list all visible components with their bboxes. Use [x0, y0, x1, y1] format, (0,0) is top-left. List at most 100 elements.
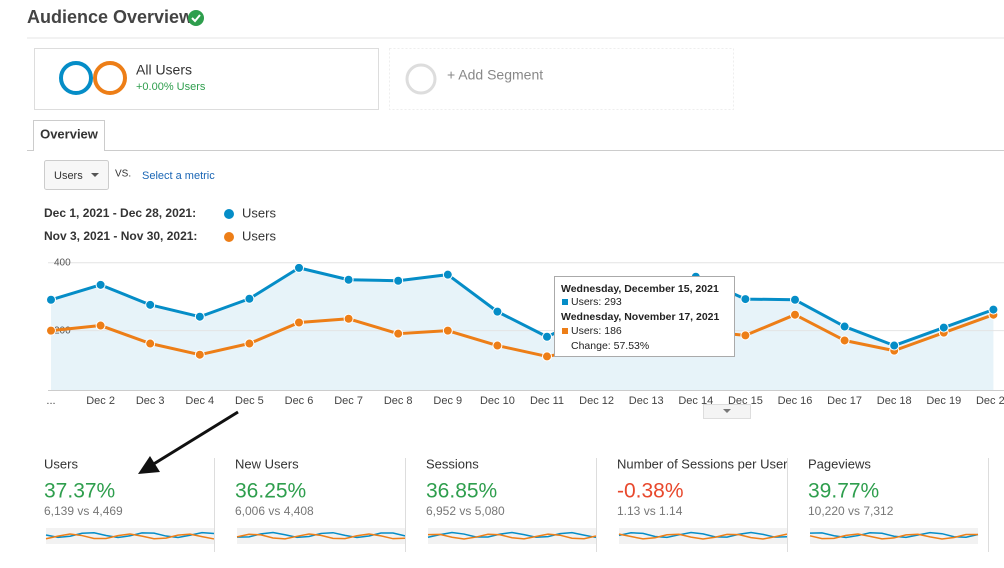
- tooltip-line: Users: 293: [571, 296, 622, 308]
- data-point: [46, 325, 56, 336]
- sparkline: [236, 531, 406, 539]
- metric-comparison: 10,220 vs 7,312: [808, 504, 894, 518]
- tab-label[interactable]: Overview: [40, 126, 99, 141]
- legend-label: Users: [242, 228, 276, 243]
- data-point: [542, 351, 552, 362]
- data-point: [46, 294, 56, 305]
- tooltip-line: Users: 186: [571, 325, 622, 337]
- chart: Dec 1, 2021 - Dec 28, 2021: Users Nov 3, 2…: [44, 205, 1004, 407]
- x-tick-label: Dec 7: [334, 395, 363, 407]
- handle-caret: [723, 409, 731, 413]
- annotation-arrow-head: [138, 456, 160, 474]
- data-point: [393, 328, 404, 339]
- series-line: [50, 266, 994, 348]
- data-point: [343, 274, 354, 285]
- series-line: [50, 313, 994, 358]
- metric-comparison: 1.13 vs 1.14: [617, 504, 683, 518]
- sparkline: [618, 531, 788, 539]
- y-tick-label: 400: [54, 257, 71, 268]
- data-point: [244, 293, 255, 304]
- data-point: [839, 321, 850, 332]
- tooltip-swatch: [562, 299, 568, 305]
- metric-label: Pageviews: [808, 456, 871, 471]
- segment-card[interactable]: [34, 48, 379, 110]
- data-point: [95, 320, 106, 331]
- select-metric-link[interactable]: Select a metric: [142, 170, 215, 182]
- tooltip-line: Change: 57.53%: [571, 340, 649, 352]
- segment-icon: [93, 61, 127, 95]
- data-point: [442, 325, 453, 336]
- x-tick-label: ...: [46, 395, 55, 407]
- metric-dropdown[interactable]: [44, 160, 109, 190]
- x-tick-label: Dec 4: [185, 395, 214, 407]
- sparkline: [809, 531, 979, 539]
- data-point: [988, 304, 999, 315]
- data-point: [442, 269, 453, 280]
- metric-label: Number of Sessions per User: [617, 456, 788, 471]
- tab-cover: [34, 149, 104, 152]
- add-segment-card[interactable]: [389, 48, 734, 110]
- x-tick-label: Dec 17: [827, 395, 862, 407]
- legend-dot: [224, 209, 234, 219]
- data-point: [839, 335, 850, 346]
- x-tick-label: Dec 16: [778, 395, 813, 407]
- data-point: [294, 317, 304, 328]
- data-point: [790, 294, 800, 305]
- tooltip-box: [554, 276, 735, 357]
- data-point: [790, 309, 800, 320]
- verified-check: [191, 14, 201, 23]
- x-tick-label: Dec 3: [136, 395, 165, 407]
- sparkline-bg: [428, 528, 596, 544]
- legend-dot: [224, 232, 234, 242]
- segment-icon: [59, 61, 93, 95]
- x-tick-label: Dec 13: [629, 395, 664, 407]
- metric-change: 39.77%: [808, 480, 879, 503]
- data-point: [145, 338, 156, 349]
- legend-period: Nov 3, 2021 - Nov 30, 2021:: [44, 229, 197, 243]
- x-tick-label: Dec 6: [285, 395, 314, 407]
- tab[interactable]: [33, 120, 105, 152]
- x-tick-label: Dec 15: [728, 395, 763, 407]
- data-point: [740, 294, 751, 305]
- segment-name: All Users: [136, 62, 192, 78]
- vs-label: VS.: [115, 169, 131, 180]
- metric-change: 37.37%: [44, 480, 115, 503]
- metric-label: Users: [44, 456, 78, 471]
- area-fill: [51, 267, 994, 390]
- annotation-arrow: [151, 410, 239, 467]
- metric-label: Sessions: [426, 456, 479, 471]
- data-point: [95, 279, 106, 290]
- x-tick-label: Dec 18: [877, 395, 912, 407]
- x-tick-label: Dec 12: [579, 395, 614, 407]
- tooltip-swatch: [562, 328, 568, 334]
- data-point: [492, 306, 503, 317]
- sparkline: [618, 533, 788, 540]
- data-point: [244, 338, 255, 349]
- tooltip-line: Wednesday, December 15, 2021: [561, 283, 719, 295]
- sparkline: [45, 533, 215, 540]
- legend-period: Dec 1, 2021 - Dec 28, 2021:: [44, 206, 196, 220]
- metric-change: 36.25%: [235, 480, 306, 503]
- data-point: [542, 331, 552, 342]
- data-point: [194, 311, 205, 322]
- x-tick-label: Dec 11: [530, 395, 564, 407]
- metric-dropdown-label: Users: [54, 170, 83, 182]
- data-point: [294, 262, 304, 273]
- add-segment-label: + Add Segment: [447, 67, 543, 83]
- x-tick-label: Dec 8: [384, 395, 413, 407]
- x-tick-label: Dec 9: [433, 395, 462, 407]
- sparkline: [809, 533, 979, 540]
- add-segment-icon: [405, 63, 437, 95]
- x-tick-label: Dec 2: [86, 395, 115, 407]
- data-point: [492, 340, 503, 351]
- data-point: [740, 330, 751, 341]
- metric-change: 36.85%: [426, 480, 497, 503]
- data-point: [938, 322, 949, 333]
- page-title: Audience Overview: [27, 7, 194, 27]
- data-point: [393, 275, 404, 286]
- data-point: [145, 299, 156, 310]
- metric-change: -0.38%: [617, 480, 684, 503]
- data-point: [194, 349, 205, 360]
